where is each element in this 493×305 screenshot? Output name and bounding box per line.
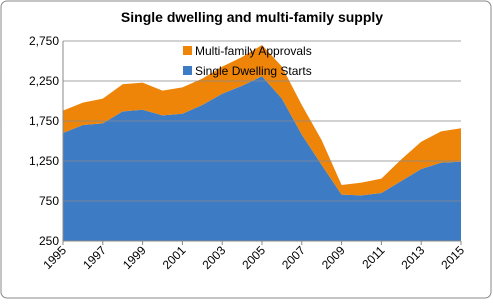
area: [63, 45, 461, 196]
y-tick-label: 1,250: [29, 154, 59, 168]
chart-title: Single dwelling and multi-family supply: [121, 9, 383, 25]
y-tick-label: 750: [39, 194, 59, 208]
y-tick-label: 2,750: [29, 34, 59, 48]
legend-swatch: [183, 46, 192, 55]
legend-swatch: [183, 66, 192, 75]
legend-label: Single Dwelling Starts: [195, 64, 312, 78]
y-tick-label: 250: [39, 234, 59, 248]
legend-label: Multi-family Approvals: [195, 44, 312, 58]
y-tick-label: 2,250: [29, 74, 59, 88]
area: [63, 76, 461, 241]
y-tick-label: 1,750: [29, 114, 59, 128]
